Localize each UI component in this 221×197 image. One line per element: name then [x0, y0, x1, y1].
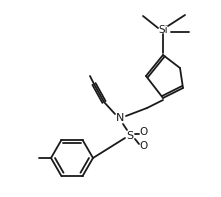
Text: O: O: [140, 141, 148, 151]
Text: S: S: [126, 131, 133, 141]
Text: O: O: [140, 127, 148, 137]
Text: N: N: [116, 113, 124, 123]
Text: Si: Si: [158, 25, 168, 35]
